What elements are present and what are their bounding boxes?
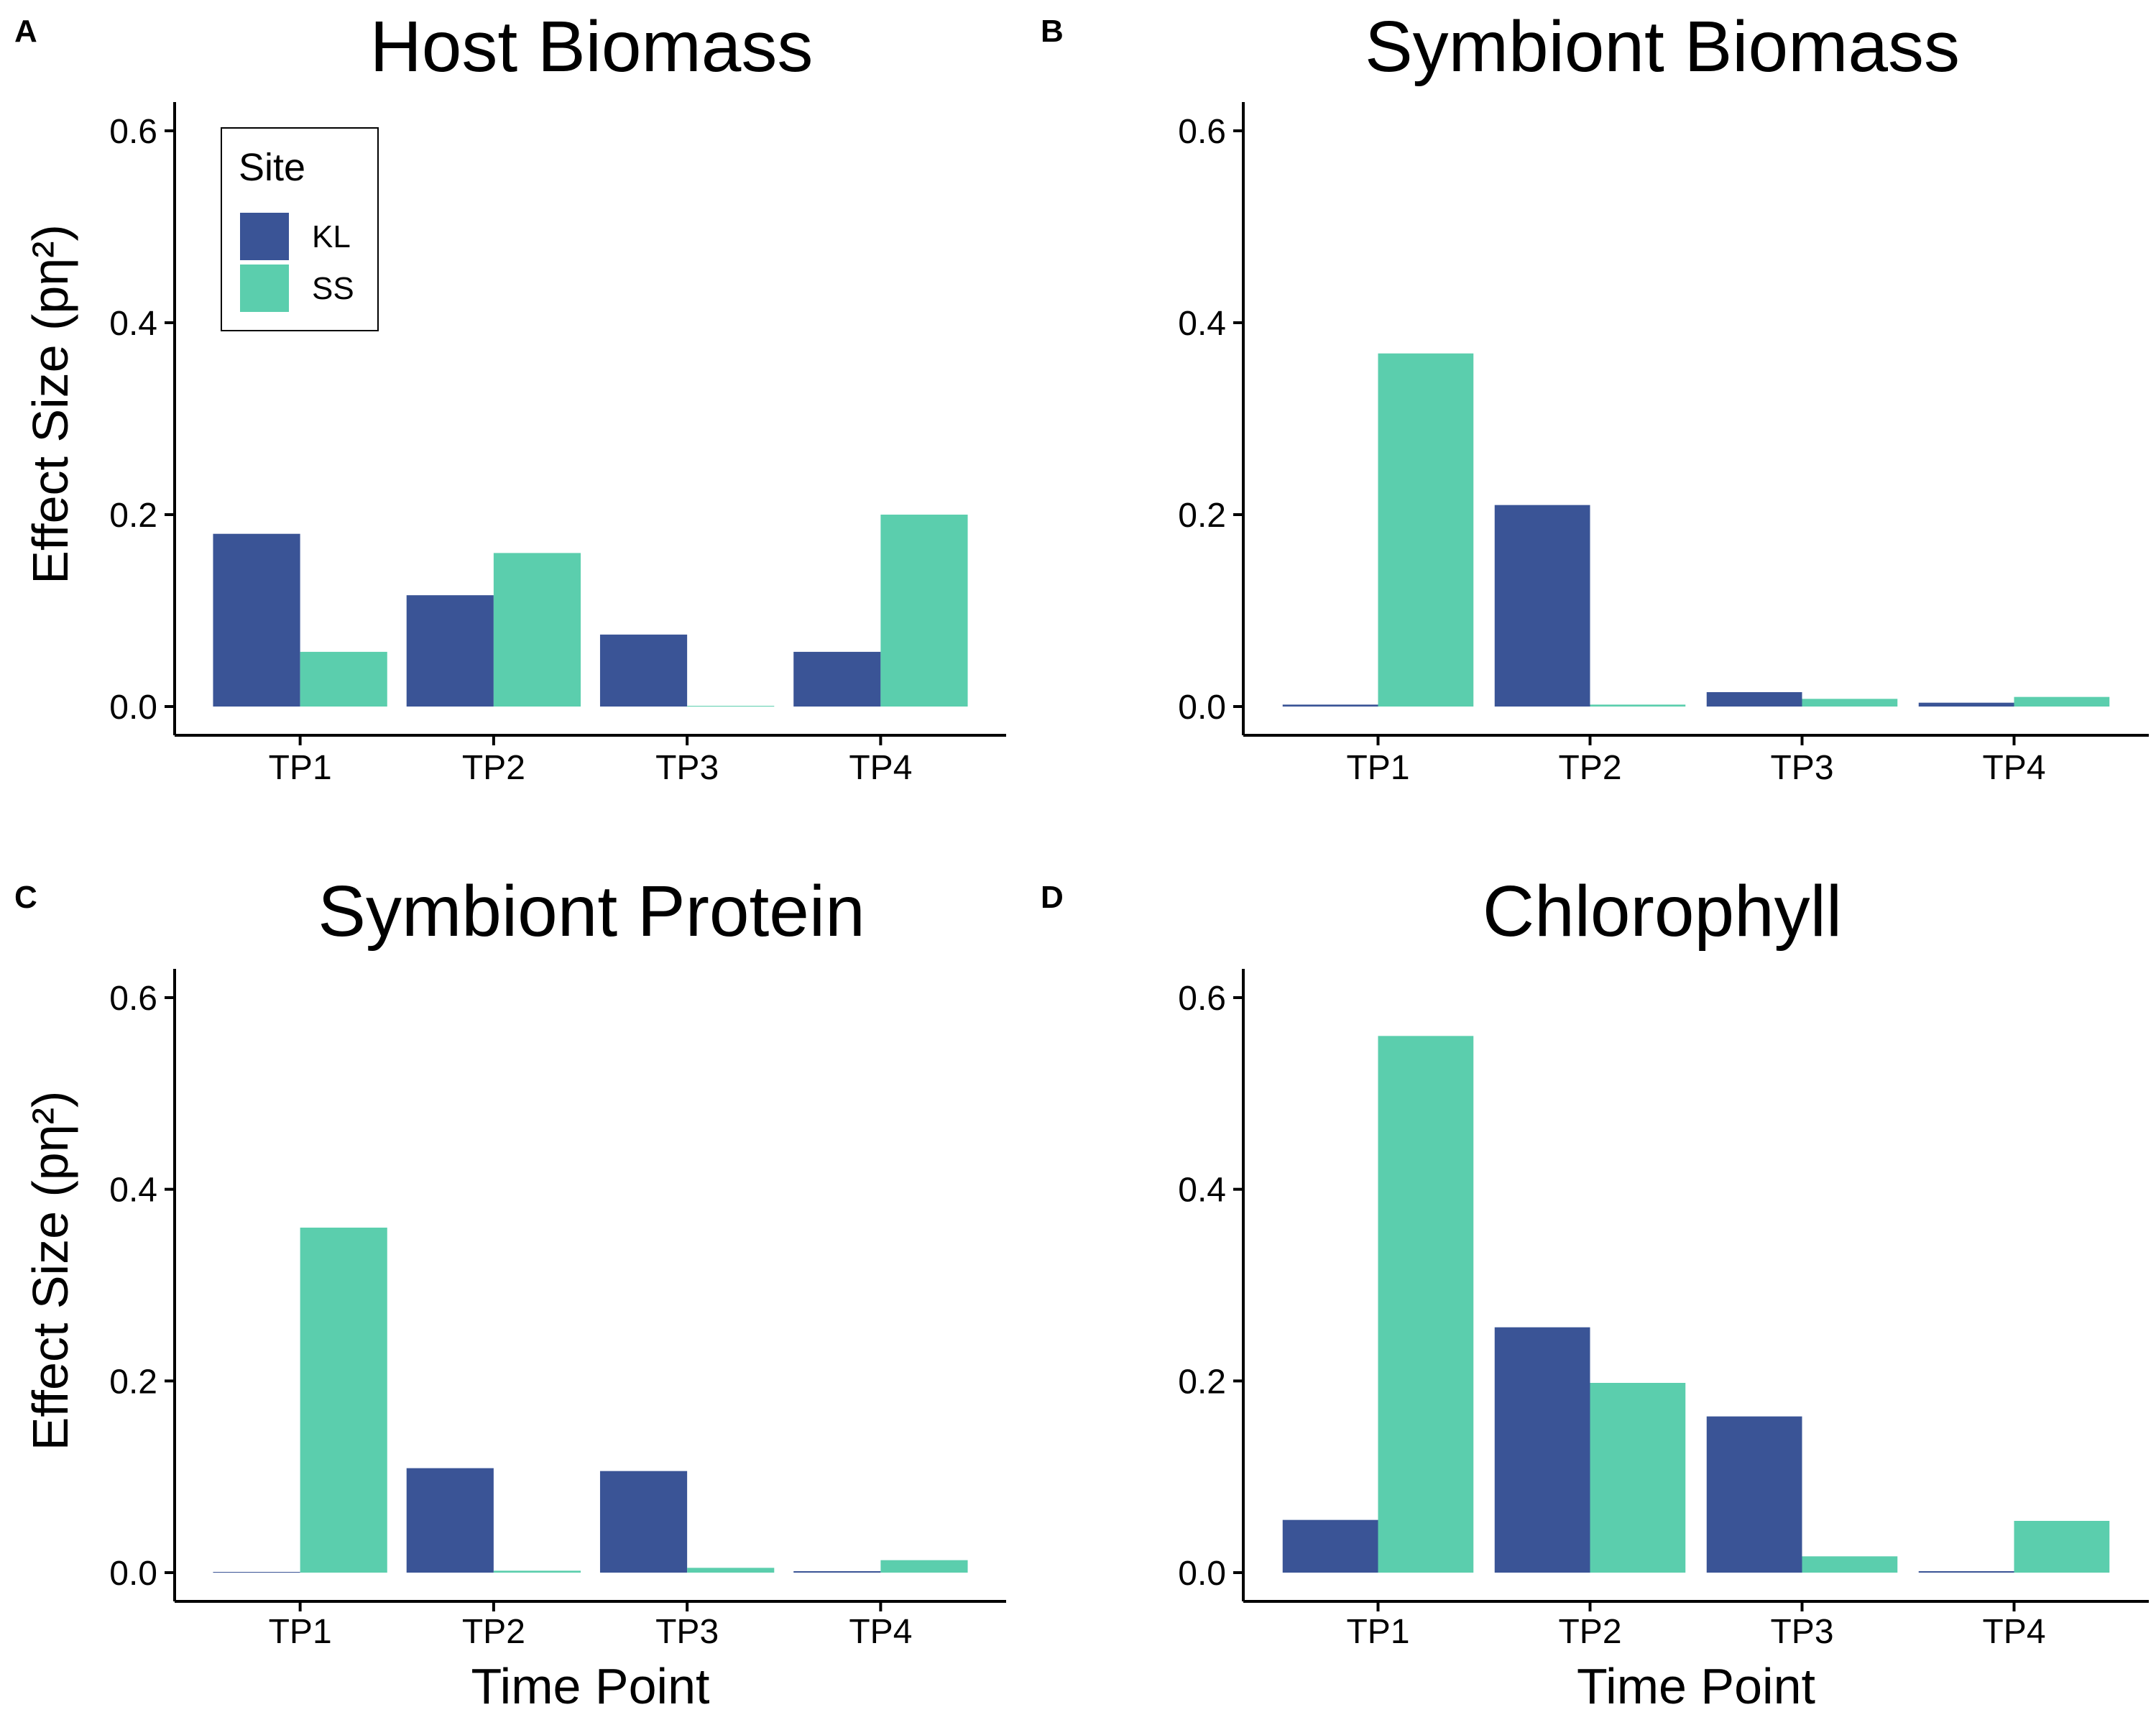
y-tick-label: 0.6 xyxy=(1178,113,1226,151)
bar-kl-tp1 xyxy=(213,1572,300,1573)
bar-ss-tp4 xyxy=(2014,696,2110,707)
bar-kl-tp2 xyxy=(406,1468,494,1573)
bar-kl-tp3 xyxy=(1706,691,1802,707)
x-tick-label: TP2 xyxy=(462,1613,525,1651)
x-tick-label: TP1 xyxy=(1346,1613,1409,1651)
bar-ss-tp4 xyxy=(880,1560,968,1573)
x-tick-label: TP3 xyxy=(655,749,719,787)
bar-kl-tp2 xyxy=(1494,1327,1590,1573)
bar-ss-tp1 xyxy=(300,1228,387,1573)
x-tick-label: TP4 xyxy=(1982,749,2045,787)
y-tick-label: 0.4 xyxy=(109,1172,157,1210)
x-axis-title: Time Point xyxy=(471,1658,710,1714)
bar-ss-tp2 xyxy=(493,553,581,707)
bar-kl-tp2 xyxy=(406,595,494,707)
y-tick-label: 0.2 xyxy=(109,497,157,535)
y-tick-label: 0.6 xyxy=(109,113,157,151)
bar-kl-tp1 xyxy=(1282,1519,1378,1573)
bar-ss-tp1 xyxy=(300,651,387,707)
panel-letter: D xyxy=(1041,880,1064,915)
x-tick-label: TP1 xyxy=(269,749,332,787)
x-tick-label: TP4 xyxy=(849,1613,912,1651)
panel-a: A Host Biomass 0.0 0.2 0.4 0.6 TP1 TP2 TP3 TP4 Eff… xyxy=(14,6,1006,787)
bar-ss-tp2 xyxy=(493,1570,581,1573)
y-tick-label: 0.2 xyxy=(109,1363,157,1401)
bar-kl-tp1 xyxy=(1282,704,1378,707)
legend-swatch-ss xyxy=(240,264,289,312)
y-axis-title: Effect Size (pη²) xyxy=(22,1091,78,1451)
x-tick-label: TP3 xyxy=(655,1613,719,1651)
panel-letter: C xyxy=(14,880,37,915)
panel-c: C Symbiont Protein 0.0 0.2 0.4 0.6 TP1 TP2 TP3 TP… xyxy=(14,871,1006,1714)
bar-ss-tp3 xyxy=(687,1568,775,1573)
x-tick-label: TP1 xyxy=(1346,749,1409,787)
y-tick-label: 0.4 xyxy=(1178,305,1226,343)
bar-kl-tp4 xyxy=(1918,1571,2014,1573)
x-tick-label: TP2 xyxy=(462,749,525,787)
bar-kl-tp3 xyxy=(1706,1416,1802,1573)
panel-d: D Chlorophyll 0.0 0.2 0.4 0.6 TP1 TP2 TP3 TP4 Time… xyxy=(1041,871,2149,1714)
panel-letter: B xyxy=(1041,14,1064,49)
bar-kl-tp3 xyxy=(599,1471,688,1573)
bar-ss-tp1 xyxy=(1378,1036,1474,1573)
x-tick-label: TP3 xyxy=(1770,749,1833,787)
y-tick-label: 0.6 xyxy=(1178,980,1226,1018)
bar-kl-tp4 xyxy=(793,1571,881,1573)
x-tick-label: TP2 xyxy=(1558,749,1621,787)
bar-ss-tp2 xyxy=(1590,704,1686,707)
y-tick-label: 0.0 xyxy=(109,689,157,727)
bar-ss-tp3 xyxy=(687,706,775,707)
x-tick-label: TP3 xyxy=(1770,1613,1833,1651)
bar-kl-tp3 xyxy=(599,634,688,707)
x-tick-label: TP2 xyxy=(1558,1613,1621,1651)
bar-ss-tp1 xyxy=(1378,353,1474,707)
bar-ss-tp4 xyxy=(2014,1521,2110,1573)
panel-title: Host Biomass xyxy=(370,6,814,87)
legend-title: Site xyxy=(239,146,305,189)
legend-label-kl: KL xyxy=(312,219,351,254)
y-axis-title: Effect Size (pη²) xyxy=(22,224,78,584)
y-tick-label: 0.4 xyxy=(1178,1172,1226,1210)
legend-label-ss: SS xyxy=(312,271,354,306)
x-tick-label: TP1 xyxy=(269,1613,332,1651)
bar-ss-tp4 xyxy=(880,515,968,707)
y-tick-label: 0.0 xyxy=(1178,689,1226,727)
legend-swatch-kl xyxy=(240,213,289,260)
panel-b: B Symbiont Biomass 0.0 0.2 0.4 0.6 TP1 TP2 TP3 TP… xyxy=(1041,6,2149,787)
bar-ss-tp2 xyxy=(1590,1383,1686,1573)
x-tick-label: TP4 xyxy=(849,749,912,787)
bar-ss-tp3 xyxy=(1802,1556,1898,1573)
x-axis-title: Time Point xyxy=(1577,1658,1815,1714)
bar-kl-tp4 xyxy=(793,651,881,707)
y-tick-label: 0.2 xyxy=(1178,497,1226,535)
y-tick-label: 0.2 xyxy=(1178,1363,1226,1401)
bar-kl-tp2 xyxy=(1494,505,1590,707)
y-tick-label: 0.0 xyxy=(109,1555,157,1593)
bar-kl-tp1 xyxy=(213,533,300,707)
x-tick-label: TP4 xyxy=(1982,1613,2045,1651)
panel-title: Chlorophyll xyxy=(1483,871,1842,952)
bar-ss-tp3 xyxy=(1802,699,1898,707)
y-tick-label: 0.6 xyxy=(109,980,157,1018)
bar-kl-tp4 xyxy=(1918,702,2014,707)
panel-letter: A xyxy=(14,14,37,49)
y-tick-label: 0.0 xyxy=(1178,1555,1226,1593)
panel-title: Symbiont Biomass xyxy=(1365,6,1960,87)
panel-title: Symbiont Protein xyxy=(318,871,865,952)
y-tick-label: 0.4 xyxy=(109,305,157,343)
